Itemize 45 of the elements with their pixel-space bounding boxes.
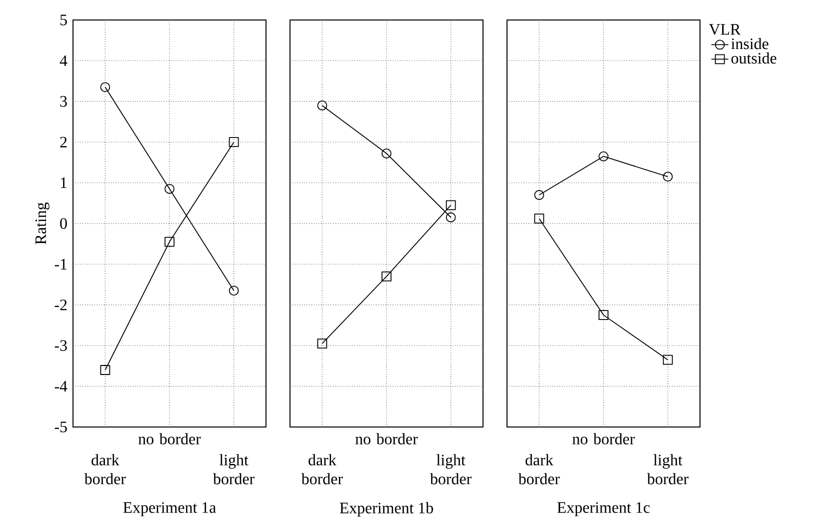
y-tick-label: -5: [54, 422, 67, 432]
x-tick-label: no border: [572, 433, 635, 444]
x-tick-label: light border: [213, 454, 255, 484]
y-tick-label: 1: [60, 178, 67, 188]
point: [662, 172, 673, 182]
x-tick-label: no border: [138, 433, 201, 444]
point: [598, 310, 608, 320]
point: [534, 214, 544, 224]
x-tick-label: no border: [355, 433, 418, 444]
point: [317, 100, 328, 110]
point: [446, 212, 456, 222]
x-tick-label: light border: [430, 454, 472, 484]
y-tick-label: 4: [60, 55, 68, 66]
y-tick-label: 0: [60, 218, 67, 229]
point: [100, 82, 110, 92]
point: [598, 151, 608, 162]
x-axis-title: Experiment 1c: [557, 502, 650, 516]
y-tick-label: 5: [60, 14, 67, 26]
y-tick-label: -2: [54, 300, 67, 310]
x-tick-label: dark border: [84, 454, 126, 484]
x-tick-label: dark border: [518, 454, 560, 484]
y-tick-label: 3: [60, 96, 67, 107]
x-axis-title: Experiment 1a: [123, 502, 216, 516]
y-axis-title: Rating: [35, 202, 50, 244]
legend-title: VLR: [708, 24, 741, 35]
x-tick-label: dark border: [301, 454, 343, 484]
y-tick-label: -4: [54, 381, 68, 392]
legend-label: inside: [731, 38, 768, 50]
point: [317, 338, 328, 348]
y-tick-label: 2: [60, 136, 67, 148]
point: [534, 190, 544, 200]
point: [662, 354, 673, 365]
point: [446, 200, 456, 210]
legend-label: outside: [731, 52, 776, 64]
y-tick-label: -1: [54, 258, 67, 270]
point: [382, 271, 392, 282]
point: [228, 137, 239, 148]
point: [164, 236, 174, 247]
y-tick-label: -3: [54, 340, 67, 351]
point: [164, 184, 174, 194]
point: [228, 286, 239, 296]
point: [100, 365, 110, 375]
x-tick-label: light border: [647, 454, 689, 484]
point: [382, 148, 392, 158]
x-axis-title: Experiment 1b: [340, 502, 434, 517]
